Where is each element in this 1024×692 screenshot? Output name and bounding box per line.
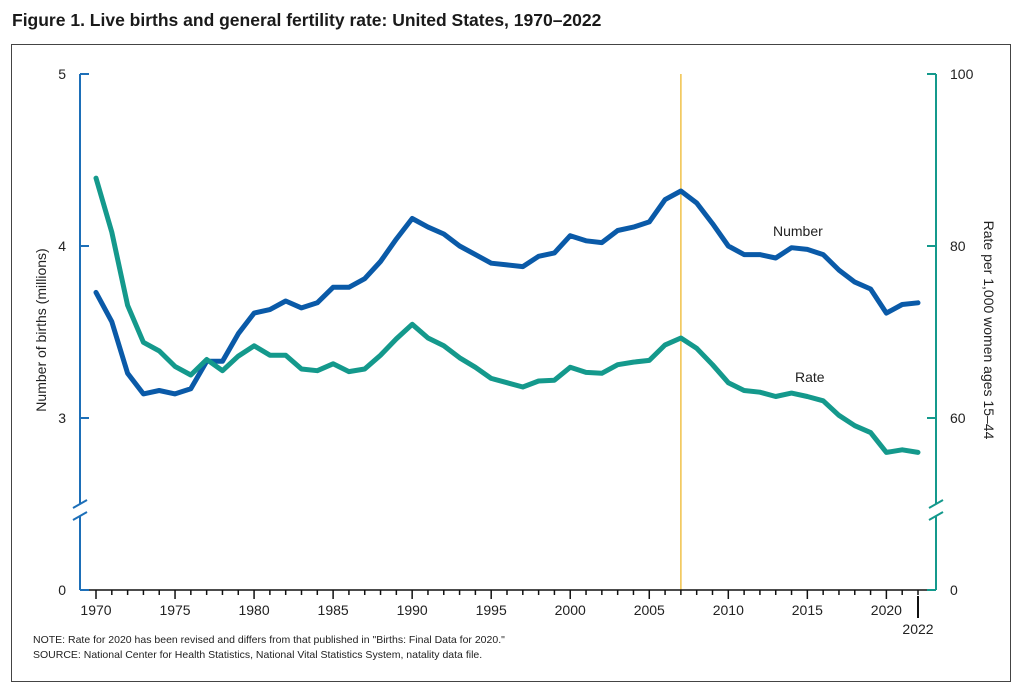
right-axis-break bbox=[928, 499, 944, 521]
x-axis-tick-label: 1990 bbox=[397, 602, 428, 618]
series-line-rate bbox=[93, 175, 921, 455]
x-axis-tick-label: 2005 bbox=[634, 602, 665, 618]
left-axis-tick-label: 0 bbox=[58, 582, 66, 598]
series-label-rate: Rate bbox=[795, 369, 825, 385]
x-axis-tick-label: 2000 bbox=[555, 602, 586, 618]
chart-axes bbox=[72, 74, 944, 591]
series-label-number: Number bbox=[773, 223, 823, 239]
chart-ticks: 0 3 4 5 0 60 80 100 1970 1975 1980 1985 1990 1995 2000… bbox=[58, 66, 973, 637]
x-axis-tick-label: 1995 bbox=[476, 602, 507, 618]
x-axis-tick-label: 2010 bbox=[713, 602, 744, 618]
x-axis-tick-label: 1985 bbox=[318, 602, 349, 618]
x-axis-tick-label: 1980 bbox=[238, 602, 269, 618]
x-axis-tick-label: 1975 bbox=[159, 602, 190, 618]
series-line-number bbox=[93, 188, 921, 397]
right-axis-tick-label: 0 bbox=[950, 582, 958, 598]
figure-frame bbox=[11, 44, 1011, 682]
right-axis-tick-label: 60 bbox=[950, 410, 966, 426]
x-axis-tick-label-2022: 2022 bbox=[902, 621, 933, 637]
left-axis-break bbox=[72, 499, 88, 521]
right-axis-tick-label: 100 bbox=[950, 66, 974, 82]
x-axis-tick-label: 1970 bbox=[80, 602, 111, 618]
series-layer bbox=[93, 175, 921, 455]
figure-source: SOURCE: National Center for Health Stati… bbox=[33, 649, 483, 661]
figure-title: Figure 1. Live births and general fertil… bbox=[12, 10, 602, 30]
x-axis-tick-label: 2015 bbox=[792, 602, 823, 618]
figure-note: NOTE: Rate for 2020 has been revised and… bbox=[33, 634, 505, 646]
right-axis-label: Rate per 1,000 women ages 15–44 bbox=[981, 221, 997, 440]
x-axis-tick-label: 2020 bbox=[871, 602, 902, 618]
left-axis-tick-label: 5 bbox=[58, 66, 66, 82]
right-axis-tick-label: 80 bbox=[950, 238, 966, 254]
left-axis-tick-label: 4 bbox=[58, 238, 66, 254]
left-axis-tick-label: 3 bbox=[58, 410, 66, 426]
left-axis-label: Number of births (millions) bbox=[33, 248, 49, 411]
